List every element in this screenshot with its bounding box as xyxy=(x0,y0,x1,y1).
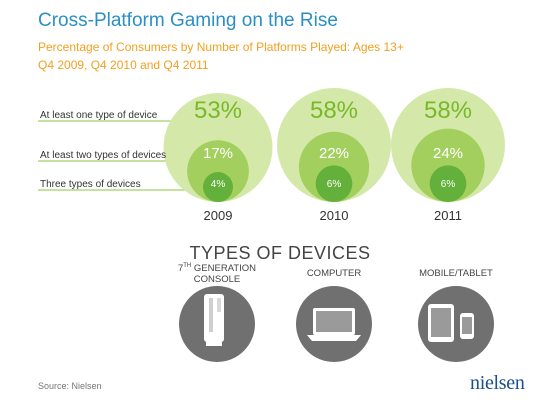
year-label: 2011 xyxy=(434,208,462,223)
console-label: 7TH GENERATION CONSOLE xyxy=(177,263,257,286)
chart-subtitle: Percentage of Consumers by Number of Pla… xyxy=(38,38,404,74)
data-label: 6% xyxy=(327,179,342,190)
bubble-1-2009 xyxy=(187,140,249,202)
bubble-2-2010 xyxy=(315,165,353,202)
bubble-2-2011 xyxy=(429,165,467,202)
console-icon xyxy=(179,286,255,362)
data-label: 24% xyxy=(433,145,463,162)
data-label: 17% xyxy=(203,145,233,162)
computer-label: COMPUTER xyxy=(306,268,362,279)
year-label: 2009 xyxy=(204,208,233,223)
legend-label: At least two types of devices xyxy=(40,150,166,161)
legend-label: At least one type of device xyxy=(40,110,158,121)
bubble-2-2009 xyxy=(203,172,233,202)
subtitle-line-2: Q4 2009, Q4 2010 and Q4 2011 xyxy=(38,58,209,72)
data-label: 58% xyxy=(310,97,358,124)
chart-title: Cross-Platform Gaming on the Rise xyxy=(38,10,338,31)
data-label: 58% xyxy=(424,97,472,124)
devices-title: TYPES OF DEVICES xyxy=(189,243,371,263)
data-label: 6% xyxy=(441,179,456,190)
laptop-icon xyxy=(296,286,372,362)
data-label: 22% xyxy=(319,145,349,162)
subtitle-line-1: Percentage of Consumers by Number of Pla… xyxy=(38,40,404,54)
legend-label: Three types of devices xyxy=(40,179,141,190)
nielsen-logo: nielsen xyxy=(470,372,525,394)
tablet-phone-icon xyxy=(418,286,494,362)
data-label: 53% xyxy=(194,97,242,124)
data-label: 4% xyxy=(211,179,226,190)
mobile-tablet-label: MOBILE/TABLET xyxy=(419,268,493,279)
year-label: 2010 xyxy=(320,208,349,223)
source-note: Source: Nielsen xyxy=(38,381,102,391)
bubble-chart: 53% 17% 4% 2009 58% 22% 6% 2010 58% 24% 6% 2011 At l… xyxy=(38,88,505,223)
